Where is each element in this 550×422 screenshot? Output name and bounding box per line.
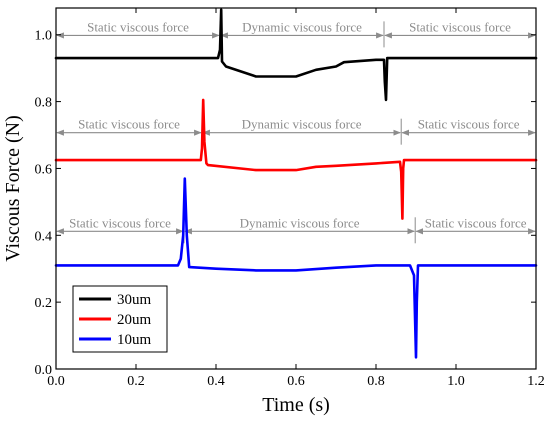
annotation-label: Static viscous force	[69, 215, 171, 230]
axes-layer: 0.0 0.2 0.4 0.6 0.8 1.0 1.2 0.0 0.2 0.4 0.6 0.8 1.0	[35, 8, 545, 389]
legend-label: 30um	[117, 292, 152, 308]
y-tick-label: 0.4	[35, 229, 53, 244]
series-line-20um	[54, 98, 538, 220]
x-tick-label: 1.0	[447, 374, 465, 389]
x-tick-label: 0.2	[127, 374, 145, 389]
x-tick-label: 0.6	[287, 374, 305, 389]
x-tick-label: 0.4	[207, 374, 225, 389]
annotation-label: Static viscous force	[418, 117, 520, 132]
series-line-10um	[54, 177, 538, 359]
annotation-label: Dynamic viscous force	[242, 117, 362, 132]
legend: 30um 20um 10um	[72, 285, 168, 353]
x-axis-title: Time (s)	[262, 394, 330, 416]
y-tick-label: 0.6	[35, 162, 53, 177]
y-tick-label: 0.0	[35, 363, 53, 378]
annotation-layer: Static viscous force Dynamic viscous forc…	[56, 19, 536, 244]
x-tick-label: 0.0	[47, 374, 65, 389]
annotation-label: Dynamic viscous force	[242, 19, 362, 34]
y-tick-label: 1.0	[35, 29, 53, 44]
annotation-label: Static viscous force	[409, 19, 511, 34]
y-axis-title: Viscous Force (N)	[2, 115, 24, 262]
series-line-30um	[54, 8, 538, 102]
legend-label: 10um	[117, 332, 152, 348]
annotation-label: Dynamic viscous force	[240, 215, 360, 230]
series-layer	[54, 8, 538, 359]
y-tick-label: 0.8	[35, 96, 53, 111]
annotation-label: Static viscous force	[78, 117, 180, 132]
annotation-label: Static viscous force	[87, 19, 189, 34]
legend-box	[72, 285, 168, 353]
legend-label: 20um	[117, 312, 152, 328]
x-tick-label: 0.8	[367, 374, 385, 389]
annotation-label: Static viscous force	[425, 215, 527, 230]
y-tick-label: 0.2	[35, 296, 53, 311]
x-tick-label: 1.2	[527, 374, 545, 389]
